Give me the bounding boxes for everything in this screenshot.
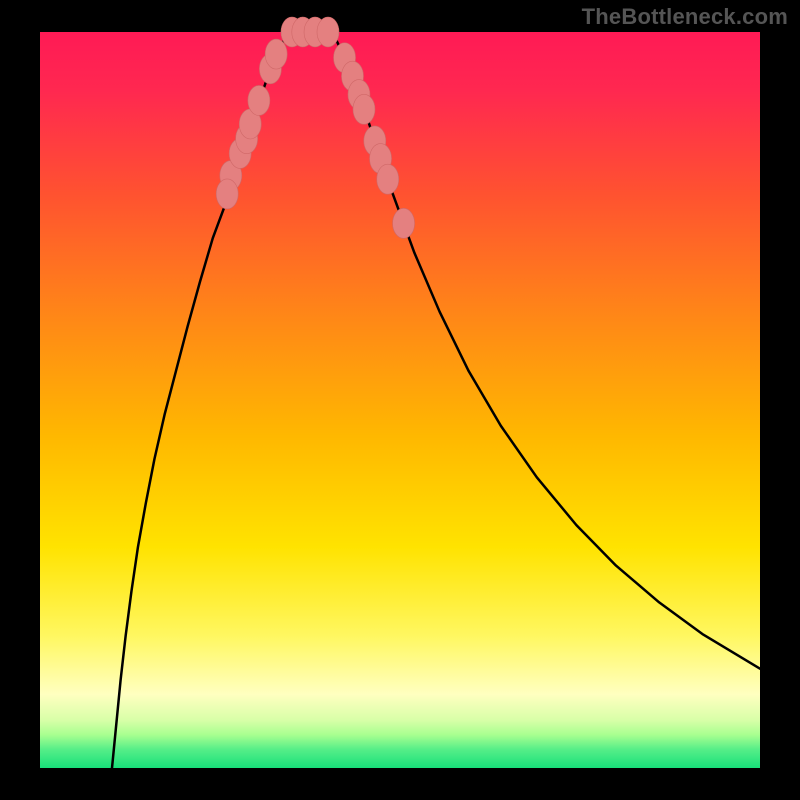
watermark-text: TheBottleneck.com <box>582 4 788 30</box>
marker-point <box>377 164 399 194</box>
marker-point <box>216 179 238 209</box>
marker-point <box>353 94 375 124</box>
bottleneck-curve-chart <box>0 0 800 800</box>
marker-point <box>393 208 415 238</box>
marker-point <box>317 17 339 47</box>
marker-point <box>248 85 270 115</box>
chart-container: TheBottleneck.com <box>0 0 800 800</box>
marker-point <box>265 39 287 69</box>
